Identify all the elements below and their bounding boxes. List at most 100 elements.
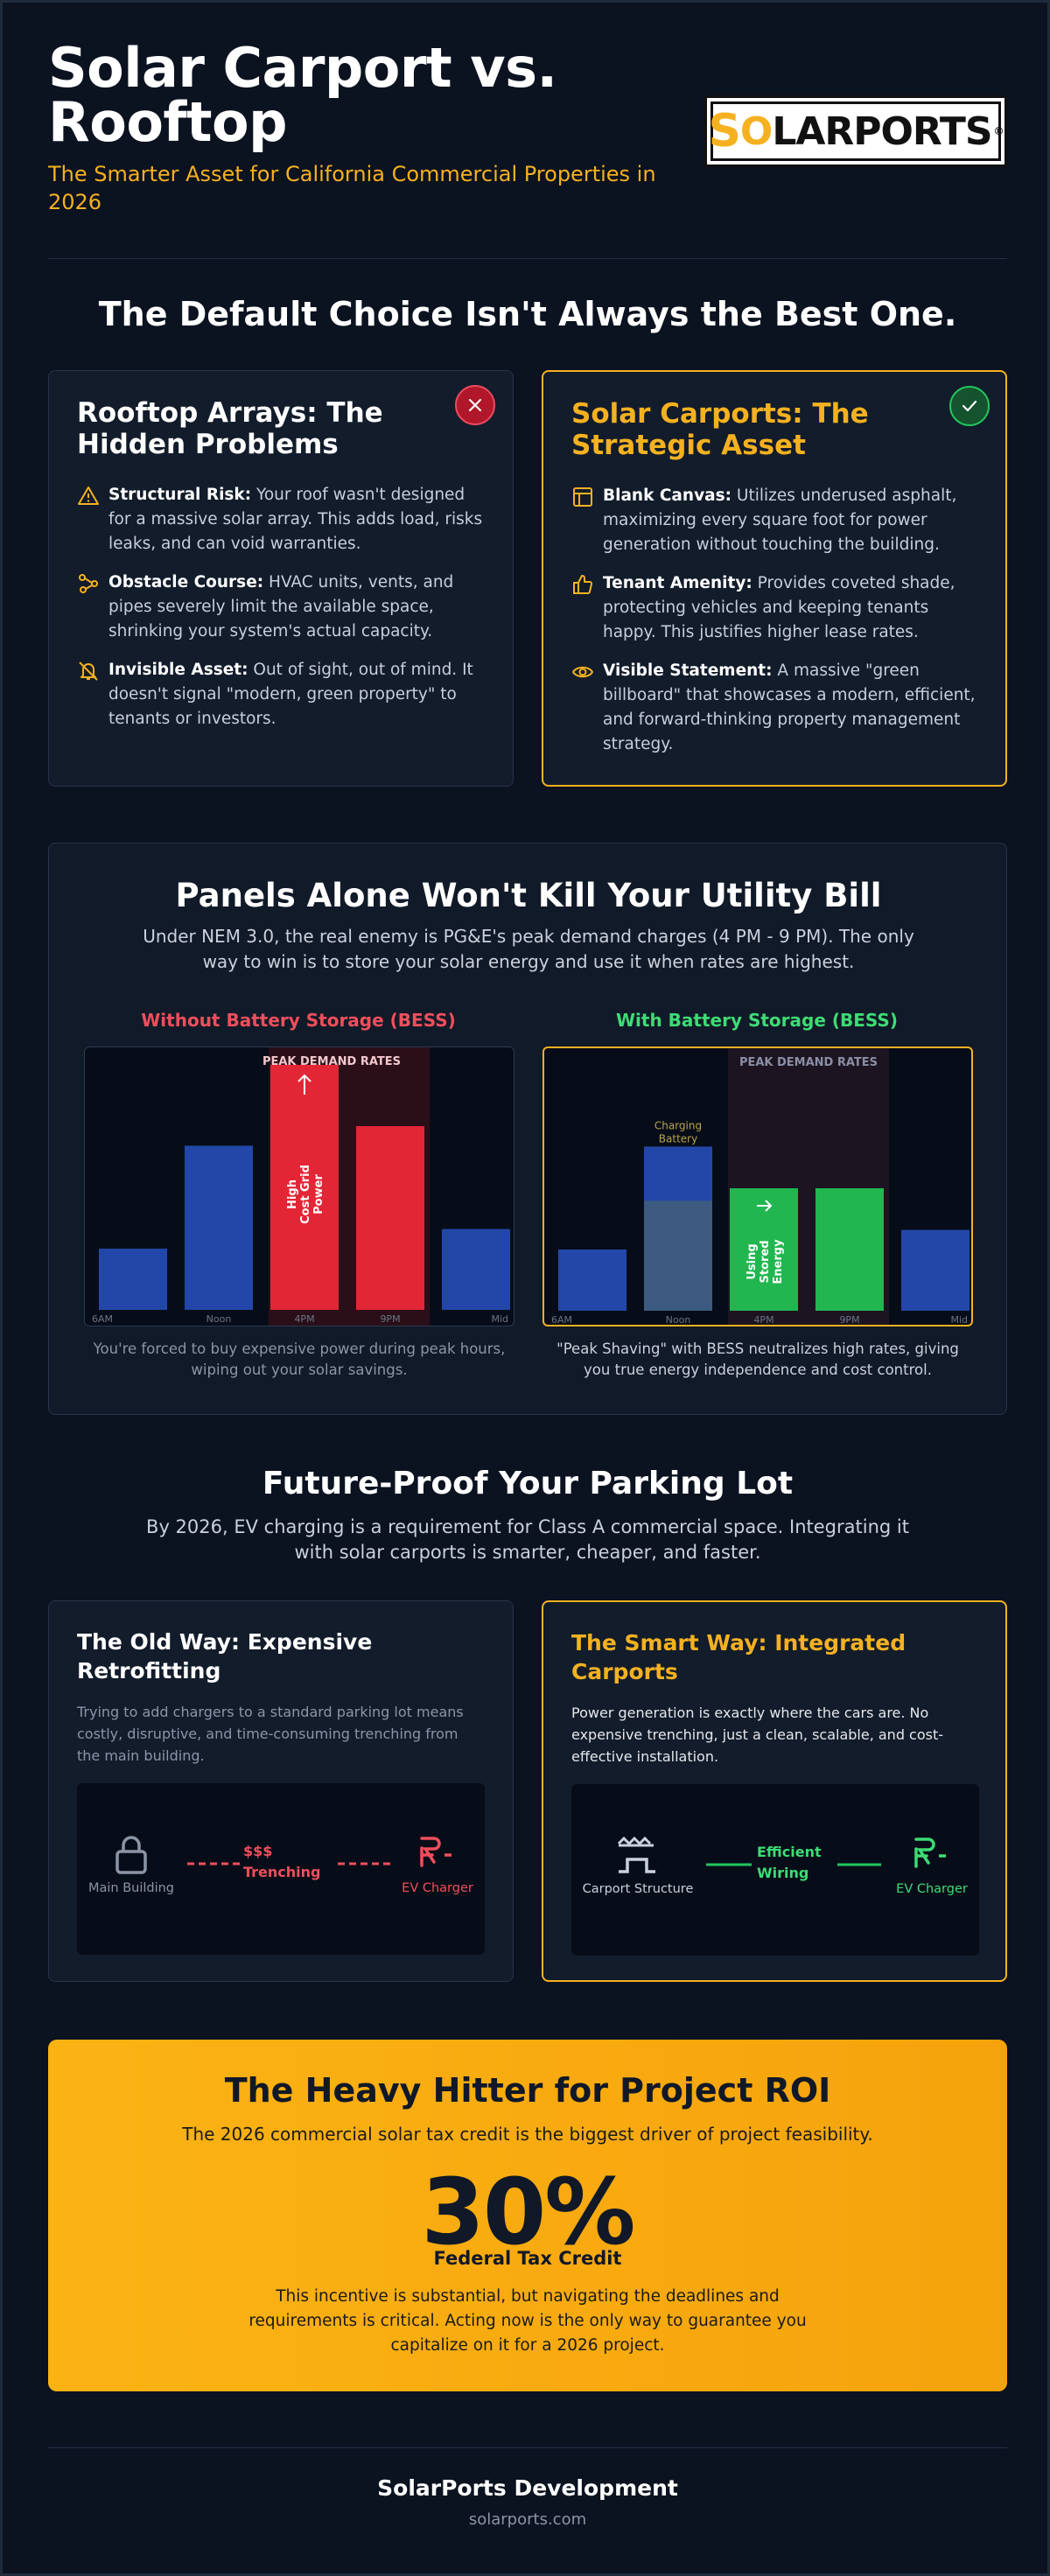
efficient-wiring-label: Efficient Wiring <box>757 1844 822 1881</box>
roi-heading: The Heavy Hitter for Project ROI <box>224 2071 831 2110</box>
ev-intro: By 2026, EV charging is a requirement fo… <box>146 1516 909 1563</box>
old-way-text: Trying to add chargers to a standard par… <box>77 1704 464 1764</box>
smart-way-title: The Smart Way: Integrated Carports <box>571 1630 906 1684</box>
bar-label-line: Stored <box>759 1240 772 1283</box>
rooftop-item-invisible: Invisible Asset: Out of sight, out of mi… <box>77 658 488 732</box>
x-tick-6AM: 6AM <box>551 1314 572 1326</box>
bar-label-line: Power <box>312 1174 326 1214</box>
smart-way-text: Power generation is exactly where the ca… <box>571 1704 944 1765</box>
bar-label-line: Using <box>746 1243 759 1279</box>
roi-section: The Heavy Hitter for Project ROI The 202… <box>48 2040 1007 2391</box>
without-bess-label: Without Battery Storage (BESS) <box>141 1010 456 1031</box>
warning-icon <box>78 486 99 505</box>
x-tick-Noon: Noon <box>666 1314 691 1326</box>
bar-Mid <box>442 1228 510 1310</box>
carport-item-canvas: Blank Canvas: Utilizes underused asphalt… <box>571 484 983 557</box>
wiring-line-right <box>837 1863 881 1866</box>
bell-off-icon <box>79 662 98 681</box>
ev-charger-label-smart: EV Charger <box>896 1882 968 1896</box>
page-subtitle: The Smarter Asset for California Commerc… <box>48 162 656 214</box>
rooftop-title: Rooftop Arrays: The Hidden Problems <box>77 397 383 460</box>
ev-charger-icon <box>914 1838 946 1868</box>
battery-heading: Panels Alone Won't Kill Your Utility Bil… <box>175 877 882 914</box>
tax-credit-value: 30% <box>421 2159 636 2265</box>
logo-wordmark: S O LARPORTS ® <box>708 102 1004 161</box>
carport-item-tenant: Tenant Amenity: Provides coveted shade, … <box>571 571 983 645</box>
x-tick-Mid: Mid <box>491 1313 508 1325</box>
smart-way-diagram: Carport Structure Efficient Wiring EV Cha… <box>571 1784 979 1956</box>
wiring-line-left <box>706 1863 752 1866</box>
charging-battery-label: Charging Battery <box>654 1119 702 1144</box>
footer-divider <box>48 2447 1007 2448</box>
layout-icon <box>573 487 592 507</box>
eye-icon <box>571 666 594 678</box>
comparison-heading: The Default Choice Isn't Always the Best… <box>98 295 957 333</box>
x-tick-9PM: 9PM <box>839 1314 859 1326</box>
rooftop-item-obstacle: Obstacle Course: HVAC units, vents, and … <box>77 570 488 644</box>
with-bess-label: With Battery Storage (BESS) <box>616 1010 898 1031</box>
arrow-up-icon <box>298 1074 312 1095</box>
old-way-card: The Old Way: Expensive Retrofitting Tryi… <box>48 1600 514 1982</box>
bar-Noon <box>185 1145 253 1310</box>
footer-company: SolarPorts Development <box>377 2475 678 2501</box>
x-tick-Noon: Noon <box>206 1313 232 1325</box>
x-tick-4PM: 4PM <box>294 1313 314 1325</box>
x-tick-Mid: Mid <box>950 1314 968 1326</box>
bar-9PM <box>356 1126 424 1310</box>
charging-battery-segment <box>644 1200 712 1311</box>
solarports-logo: S O LARPORTS ® <box>704 95 1007 167</box>
rooftop-item-structural: Structural Risk: Your roof wasn't design… <box>77 483 488 556</box>
peak-demand-label: PEAK DEMAND RATES <box>739 1056 878 1069</box>
ev-charger-icon <box>420 1837 452 1867</box>
roi-subheading: The 2026 commercial solar tax credit is … <box>182 2124 873 2145</box>
bar-Mid <box>901 1229 970 1311</box>
x-tick-4PM: 4PM <box>753 1314 774 1326</box>
footer-url[interactable]: solarports.com <box>468 2510 587 2529</box>
bar-inside-label: High Cost Grid Power <box>286 1165 326 1224</box>
rooftop-card: Rooftop Arrays: The Hidden Problems Stru… <box>48 370 514 787</box>
bar-label-line: Energy <box>772 1239 785 1284</box>
with-bess-chart-svg: PEAK DEMAND RATES 6AM Charging Battery Noon 4… <box>551 1048 970 1326</box>
ev-heading: Future-Proof Your Parking Lot <box>262 1466 794 1502</box>
with-bess-chart: PEAK DEMAND RATES 6AM Charging Battery Noon 4… <box>542 1046 973 1326</box>
old-way-title: The Old Way: Expensive Retrofitting <box>77 1629 373 1684</box>
old-way-diagram: Main Building $$$ Trenching EV Charger <box>77 1783 485 1955</box>
page-title: Solar Carport vs. Rooftop <box>48 36 557 154</box>
without-bess-chart: PEAK DEMAND RATES 6AM Noon 4PM 9PM Mid High Cos… <box>84 1046 514 1326</box>
bar-label-line: Cost Grid <box>299 1165 312 1224</box>
battery-section: Panels Alone Won't Kill Your Utility Bil… <box>48 843 1007 1415</box>
bar-4PM <box>730 1188 798 1311</box>
bar-label-line: High <box>286 1180 299 1209</box>
battery-intro: Under NEM 3.0, the real enemy is PG&E's … <box>143 926 914 972</box>
thumbs-up-icon <box>573 574 593 594</box>
tax-credit-label: Federal Tax Credit <box>433 2248 622 2269</box>
smart-way-card: The Smart Way: Integrated Carports Power… <box>542 1600 1007 1982</box>
trench-line-right <box>338 1862 392 1866</box>
bar-6AM <box>558 1250 626 1311</box>
trench-line-left <box>187 1862 242 1866</box>
lock-icon <box>116 1836 147 1874</box>
ev-charger-label: EV Charger <box>402 1881 473 1895</box>
bar-6AM <box>99 1249 167 1310</box>
obstacle-icon <box>79 574 98 593</box>
with-bess-caption: "Peak Shaving" with BESS neutralizes hig… <box>556 1340 959 1378</box>
carport-title: Solar Carports: The Strategic Asset <box>571 398 869 461</box>
without-bess-caption: You're forced to buy expensive power dur… <box>93 1340 506 1378</box>
x-tick-9PM: 9PM <box>380 1313 400 1325</box>
arrow-right-icon <box>757 1200 773 1212</box>
roi-text: This incentive is substantial, but navig… <box>248 2287 807 2355</box>
bar-9PM <box>816 1188 884 1311</box>
trenching-label: $$$ Trenching <box>243 1843 321 1880</box>
carport-card: Solar Carports: The Strategic Asset Blan… <box>542 370 1007 787</box>
x-tick-6AM: 6AM <box>92 1313 113 1325</box>
check-icon <box>949 386 990 426</box>
carport-item-visible: Visible Statement: A massive "green bill… <box>571 659 983 757</box>
x-icon <box>455 385 495 425</box>
bar-inside-label: Using Stored Energy <box>746 1239 785 1284</box>
carport-structure-icon <box>617 1836 655 1873</box>
header-divider <box>48 258 1007 259</box>
main-building-label: Main Building <box>88 1881 175 1895</box>
bar-4PM <box>270 1065 339 1310</box>
